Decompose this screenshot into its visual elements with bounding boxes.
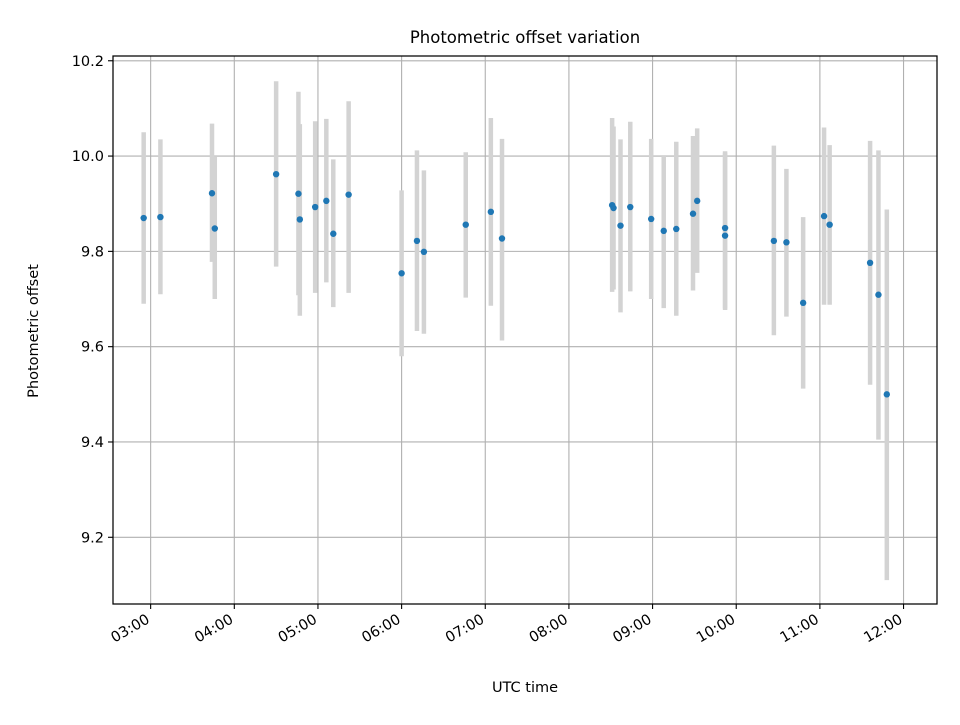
data-point bbox=[323, 197, 330, 205]
data-point bbox=[799, 299, 807, 307]
y-tick-label: 9.2 bbox=[81, 530, 104, 546]
data-point bbox=[398, 270, 405, 277]
data-point bbox=[826, 221, 833, 228]
data-point bbox=[883, 391, 891, 398]
x-axis-label: UTC time bbox=[492, 680, 558, 696]
data-point bbox=[211, 225, 218, 232]
plot-area-frame bbox=[112, 55, 938, 605]
data-point bbox=[627, 203, 634, 211]
data-point bbox=[866, 259, 874, 267]
data-point bbox=[330, 230, 337, 237]
data-point bbox=[272, 170, 280, 178]
data-point bbox=[345, 191, 352, 198]
data-point bbox=[610, 204, 617, 212]
data-point bbox=[660, 227, 667, 235]
data-point bbox=[420, 248, 428, 256]
y-tick-label: 9.6 bbox=[81, 340, 104, 356]
data-point bbox=[487, 208, 495, 216]
y-axis-label: Photometric offset bbox=[26, 264, 42, 398]
data-point bbox=[413, 237, 421, 245]
data-point bbox=[721, 232, 729, 239]
data-point bbox=[783, 239, 790, 246]
data-point bbox=[295, 190, 302, 197]
data-point bbox=[208, 190, 216, 197]
data-point bbox=[157, 213, 164, 221]
chart-title: Photometric offset variation bbox=[410, 28, 640, 47]
data-point bbox=[689, 210, 697, 217]
data-point bbox=[462, 221, 469, 228]
y-tick-label: 10.2 bbox=[72, 54, 104, 70]
data-point bbox=[770, 237, 778, 245]
y-tick-label: 9.4 bbox=[81, 435, 104, 451]
data-point bbox=[296, 216, 304, 223]
data-point bbox=[498, 235, 506, 242]
grid bbox=[113, 56, 937, 604]
data-points bbox=[140, 170, 891, 398]
data-point bbox=[617, 222, 624, 229]
data-point bbox=[721, 224, 729, 232]
y-tick-label: 10.0 bbox=[72, 149, 104, 165]
data-point bbox=[311, 203, 319, 211]
data-point bbox=[693, 197, 701, 205]
data-point bbox=[647, 215, 655, 223]
y-tick-label: 9.8 bbox=[81, 244, 104, 260]
data-point bbox=[673, 225, 680, 233]
data-point bbox=[820, 212, 828, 220]
data-point bbox=[875, 291, 882, 298]
data-point bbox=[140, 214, 147, 222]
